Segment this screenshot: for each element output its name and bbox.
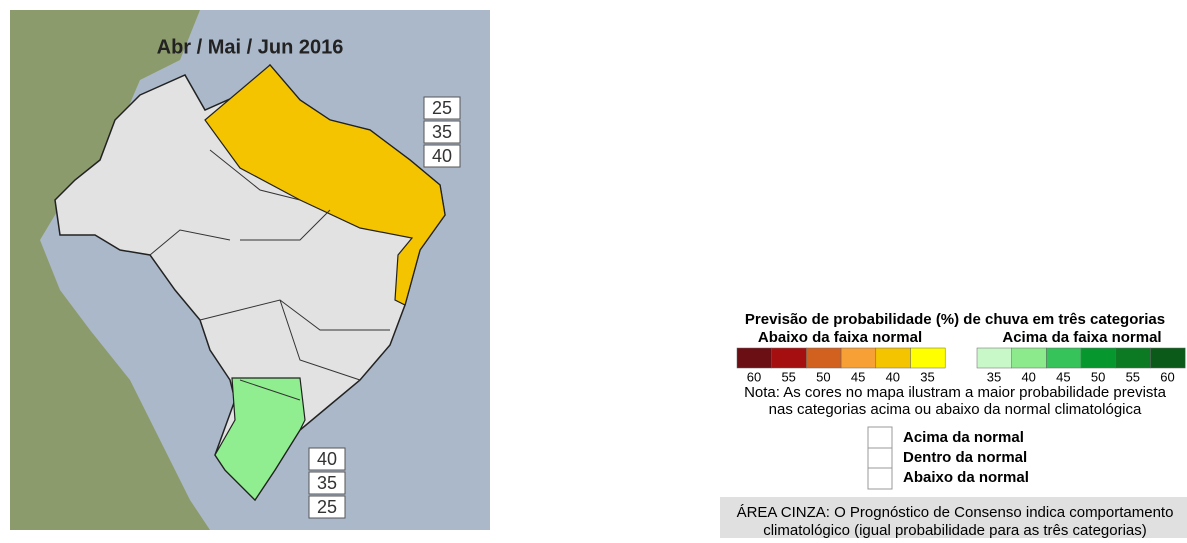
prob-box (423, 96, 461, 120)
prob-box (308, 447, 346, 471)
color-swatch (910, 347, 946, 369)
color-swatch (875, 347, 911, 369)
color-swatch (1046, 347, 1082, 369)
color-swatch (840, 347, 877, 369)
color-swatch (1080, 347, 1117, 369)
color-swatch (1011, 347, 1047, 369)
category-box (867, 426, 893, 490)
scale-label: 40 (1021, 369, 1035, 384)
prob-value: 25 (432, 98, 452, 118)
color-swatch (1115, 347, 1151, 369)
map-title: Abr / Mai / Jun 2016 (157, 36, 344, 58)
scale-label: 35 (920, 369, 934, 384)
scale-label: 55 (1126, 369, 1140, 384)
gray-area-text: climatológico (igual probabilidade para … (763, 522, 1147, 538)
region-below-normal (204, 64, 446, 306)
continent (10, 10, 210, 530)
category-label: Abaixo da normal (903, 469, 1029, 486)
legend: Previsão de probabilidade (%) de chuva e… (720, 311, 1187, 539)
color-swatch (1150, 347, 1186, 369)
scale-label: 60 (1160, 369, 1174, 384)
category-label: Dentro da normal (903, 449, 1027, 466)
prob-box (423, 120, 461, 144)
color-swatch (976, 347, 1012, 369)
below-label: Abaixo da faixa normal (758, 329, 922, 346)
above-label: Acima da faixa normal (1002, 329, 1161, 346)
scale-label: 45 (1056, 369, 1070, 384)
scale-label: 40 (886, 369, 900, 384)
map: Abr / Mai / Jun 2016 (10, 10, 490, 530)
note-line: nas categorias acima ou abaixo da normal… (769, 401, 1142, 418)
legend-title: Previsão de probabilidade (%) de chuva e… (745, 311, 1165, 328)
scale-label: 55 (781, 369, 795, 384)
color-swatch (771, 347, 807, 369)
prob-box (308, 495, 346, 519)
prob-value: 35 (432, 122, 452, 142)
gray-area-band (720, 497, 1187, 538)
prob-value: 40 (432, 146, 452, 166)
scale-label: 45 (851, 369, 865, 384)
prob-value: 25 (317, 497, 337, 517)
prob-box (423, 144, 461, 168)
color-swatch (806, 347, 842, 369)
note-line: Nota: As cores no mapa ilustram a maior … (744, 384, 1167, 401)
gray-area-text: ÁREA CINZA: O Prognóstico de Consenso in… (737, 504, 1174, 521)
scale-label: 60 (747, 369, 761, 384)
color-swatch (736, 347, 772, 369)
scale-label: 50 (1091, 369, 1105, 384)
prob-box (308, 471, 346, 495)
state-borders (149, 149, 390, 401)
region-above-normal (214, 377, 306, 501)
category-label: Acima da normal (903, 429, 1024, 446)
scale-label: 35 (987, 369, 1001, 384)
prob-value: 35 (317, 473, 337, 493)
scale-label: 50 (816, 369, 830, 384)
prob-value: 40 (317, 449, 337, 469)
